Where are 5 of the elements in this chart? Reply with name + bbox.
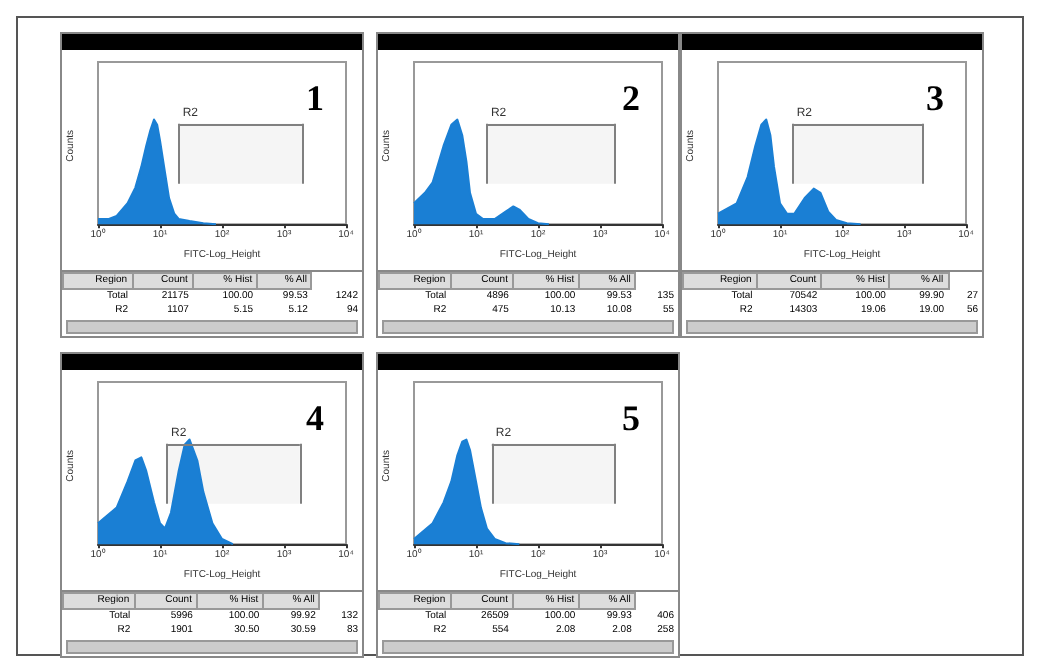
chart-title: 4 [306, 398, 324, 438]
chart-title: 2 [622, 78, 640, 118]
chart-title: 1 [306, 78, 324, 118]
chart-title: 3 [926, 78, 944, 118]
chart-title: 5 [622, 398, 640, 438]
